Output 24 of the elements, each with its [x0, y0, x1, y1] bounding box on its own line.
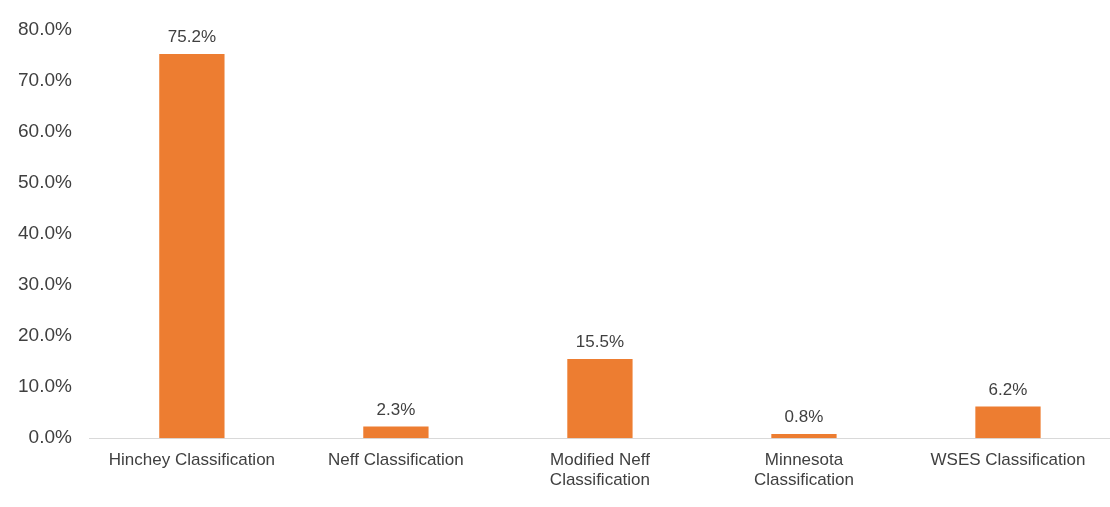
y-tick-label: 70.0% [18, 68, 72, 90]
y-tick-label: 10.0% [18, 375, 72, 397]
y-tick-label: 40.0% [18, 222, 72, 244]
x-tick-label: WSES Classification [930, 450, 1086, 470]
y-tick-label: 30.0% [18, 273, 72, 295]
bar [975, 406, 1041, 439]
data-label: 15.5% [575, 332, 625, 352]
data-label: 2.3% [376, 399, 416, 419]
x-tick-label: Neff Classification [328, 450, 464, 470]
bar [567, 359, 633, 439]
y-tick-label: 50.0% [18, 170, 72, 192]
y-tick-label: 60.0% [18, 119, 72, 141]
y-tick-label: 20.0% [18, 324, 72, 346]
bar [771, 434, 837, 439]
bar [159, 53, 225, 439]
x-tick-label: Modified Neff Classification [549, 450, 651, 490]
x-tick-label: Hinchey Classification [108, 450, 276, 470]
data-label: 6.2% [988, 379, 1028, 399]
data-label: 75.2% [167, 27, 216, 47]
y-tick-label: 80.0% [18, 17, 72, 39]
data-label: 0.8% [784, 407, 824, 427]
y-tick-label: 0.0% [28, 426, 72, 448]
x-tick-label: Minnesota Classification [753, 450, 855, 490]
bar [363, 426, 429, 439]
